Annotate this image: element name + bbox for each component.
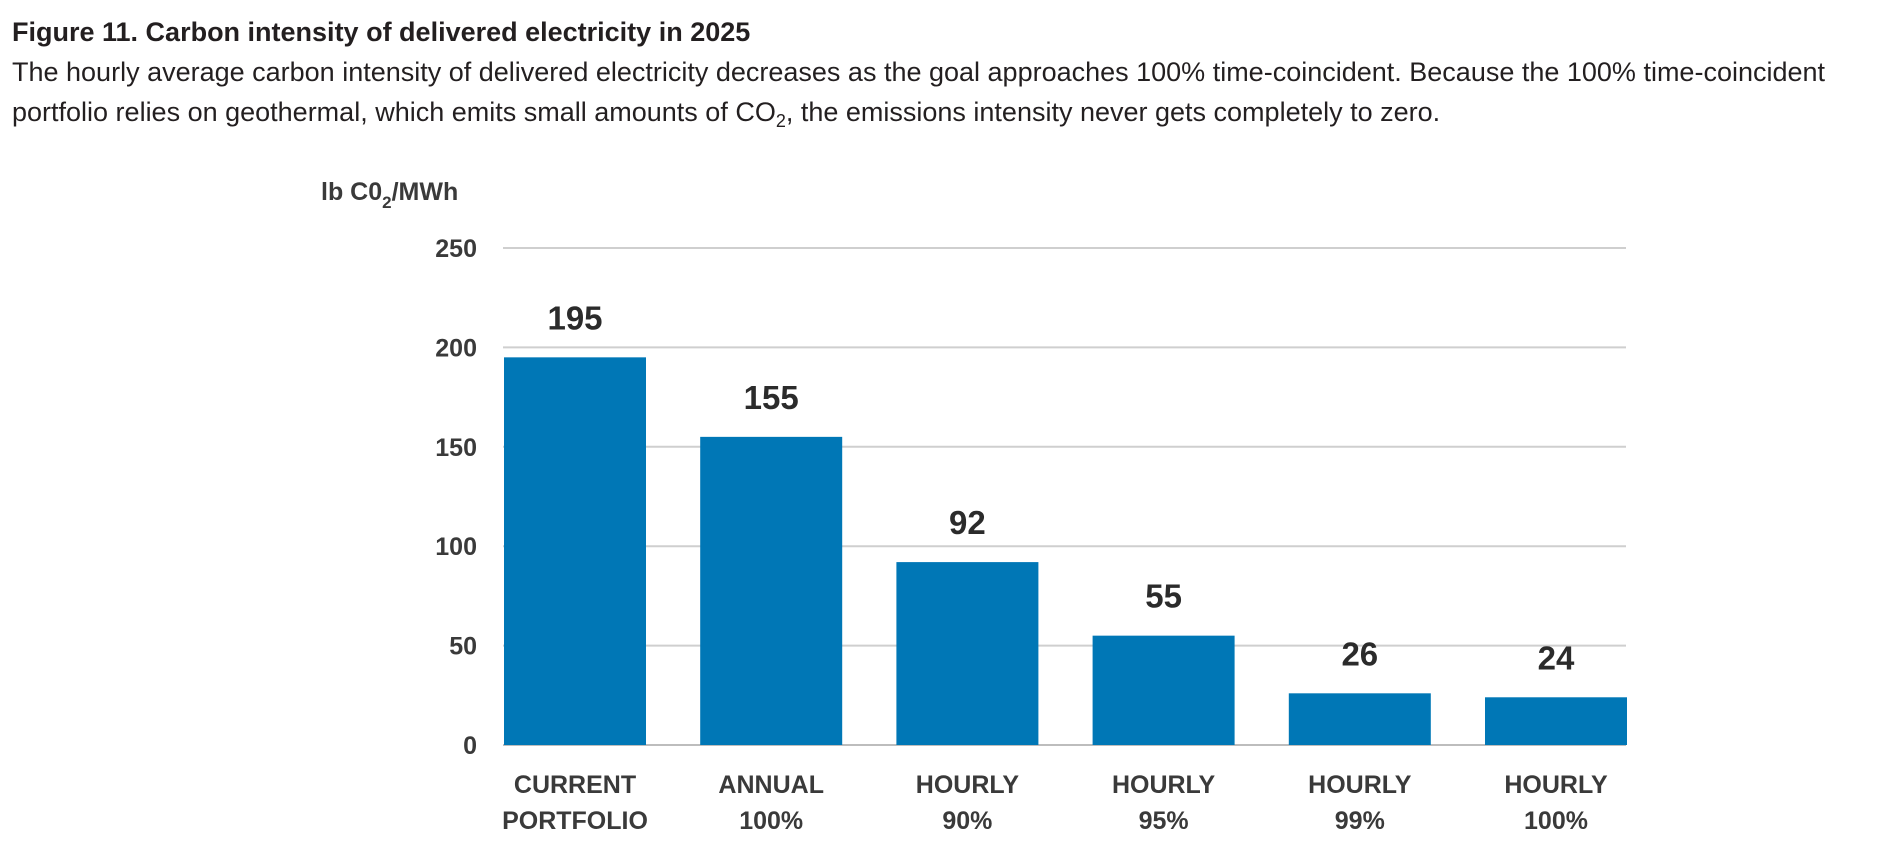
y-tick-label: 100 [435, 533, 477, 561]
x-tick-label: HOURLY [1112, 771, 1216, 799]
x-tick-label: 100% [739, 807, 803, 835]
x-tick-label: 99% [1335, 807, 1385, 835]
bar [1288, 693, 1431, 745]
y-tick-label: 250 [435, 235, 477, 263]
gridlines [503, 247, 1626, 746]
figure-subtitle: The hourly average carbon intensity of d… [12, 52, 1872, 132]
bar [896, 562, 1039, 745]
data-label: 155 [744, 379, 799, 416]
y-axis-unit-label: lb C02/MWh [321, 178, 458, 212]
x-tick-label: 95% [1139, 807, 1189, 835]
y-tick-label: 150 [435, 434, 477, 462]
x-tick-label: ANNUAL [718, 771, 824, 799]
bar [504, 357, 646, 745]
x-axis-ticks: CURRENT PORTFOLIO ANNUAL 100% HOURLY 90% HOURL… [502, 771, 1608, 835]
data-label: 55 [1145, 578, 1182, 615]
x-tick-label: PORTFOLIO [502, 807, 648, 835]
x-tick-label: 100% [1524, 807, 1588, 835]
bars [504, 357, 1627, 745]
bar [1485, 697, 1627, 745]
figure-title: Figure 11. Carbon intensity of delivered… [12, 17, 751, 47]
y-tick-label: 0 [463, 732, 477, 760]
data-label: 24 [1538, 639, 1575, 676]
x-tick-label: HOURLY [1504, 771, 1608, 799]
data-labels: 195 155 92 55 26 24 [547, 299, 1575, 676]
y-axis-ticks: 0 50 100 150 200 250 [435, 235, 477, 760]
data-label: 26 [1341, 635, 1378, 672]
bar [1092, 635, 1235, 745]
y-axis-unit-main: lb C0 [321, 178, 382, 206]
y-axis-unit-tail: /MWh [392, 178, 459, 206]
data-label: 195 [547, 299, 602, 336]
subtitle-text-part1: The hourly average carbon intensity of d… [12, 57, 1826, 127]
bar [700, 436, 843, 745]
y-axis-unit-subscript: 2 [382, 193, 391, 212]
x-tick-label: HOURLY [916, 771, 1020, 799]
x-tick-label: CURRENT [514, 771, 636, 799]
x-tick-label: HOURLY [1308, 771, 1412, 799]
y-tick-label: 50 [449, 633, 477, 661]
data-label: 92 [949, 504, 986, 541]
subtitle-text-part2: , the emissions intensity never gets com… [785, 97, 1441, 127]
y-tick-label: 200 [435, 334, 477, 362]
x-tick-label: 90% [942, 807, 992, 835]
subtitle-subscript: 2 [775, 111, 786, 131]
